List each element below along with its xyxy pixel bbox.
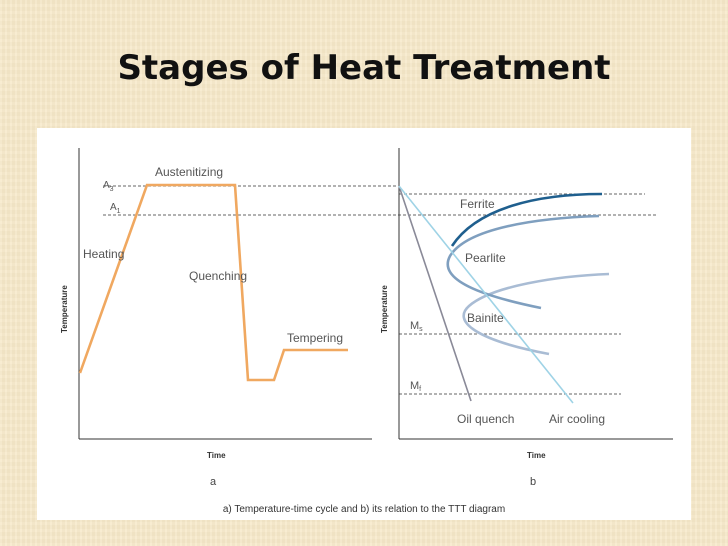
figure-caption: a) Temperature-time cycle and b) its rel… [222, 504, 506, 515]
bainite-label: Bainite [467, 311, 504, 325]
bainite-curve [462, 272, 610, 356]
panel-b: Ferrite Pearlite Bainite Ms Mf Oil quenc… [380, 148, 673, 488]
temperature-time-cycle [78, 183, 348, 382]
ferrite-curve [450, 192, 603, 247]
heating-label: Heating [83, 247, 124, 261]
figure-panel: A3 A1 Austenitizing Heating Quenching Te… [37, 128, 691, 520]
panel-b-letter: b [530, 476, 536, 488]
panel-b-y-axis-title: Temperature [380, 285, 389, 333]
a1-label: A1 [110, 202, 121, 215]
austenitizing-label: Austenitizing [155, 165, 223, 179]
oil-quench-line [398, 185, 472, 402]
quenching-label: Quenching [189, 269, 247, 283]
panel-a-y-axis-title: Temperature [60, 285, 69, 333]
mf-label: Mf [410, 380, 421, 393]
panel-a-x-axis-title: Time [207, 451, 226, 460]
panel-b-x-axis-title: Time [527, 451, 546, 460]
air-cooling-line [398, 185, 574, 404]
panel-a: A3 A1 Austenitizing Heating Quenching Te… [60, 148, 657, 488]
ms-label: Ms [410, 320, 423, 333]
figure-svg: A3 A1 Austenitizing Heating Quenching Te… [60, 148, 673, 488]
slide-title: Stages of Heat Treatment [117, 48, 611, 88]
tempering-label: Tempering [287, 331, 343, 345]
oil-quench-label: Oil quench [457, 412, 514, 426]
a3-label: A3 [103, 180, 114, 193]
air-cooling-label: Air cooling [549, 412, 605, 426]
panel-a-letter: a [210, 476, 217, 488]
pearlite-label: Pearlite [465, 251, 506, 265]
ferrite-label: Ferrite [460, 197, 495, 211]
pearlite-curve [446, 214, 600, 310]
